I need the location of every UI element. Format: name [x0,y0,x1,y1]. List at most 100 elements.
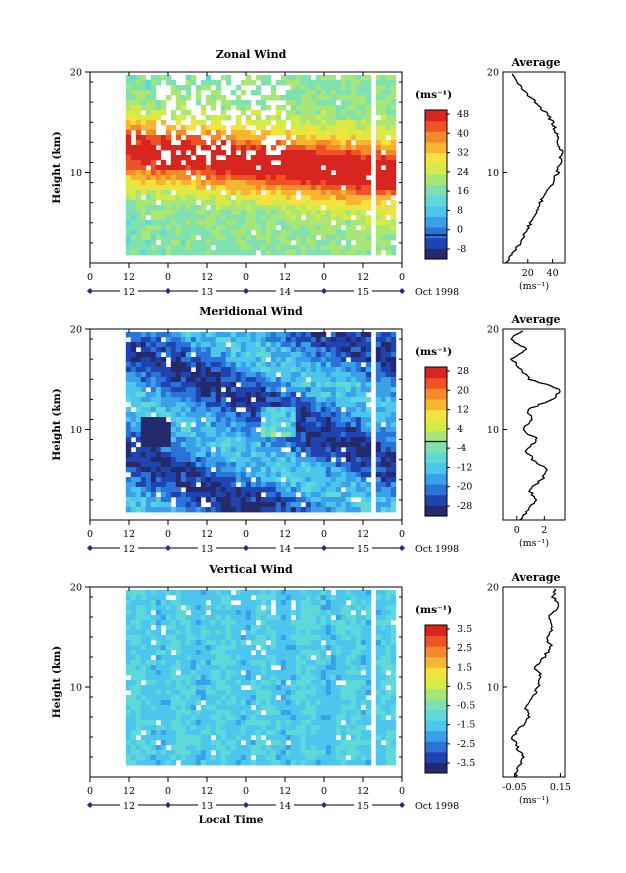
heatmap-cell [345,190,352,196]
heatmap-cell [255,337,262,343]
heatmap-cell [390,372,397,378]
heatmap-cell [170,230,177,236]
heatmap-cell [235,745,242,751]
heatmap-cell [185,472,192,478]
heatmap-cell [380,85,387,91]
heatmap-cell [290,357,297,363]
heatmap-cell [285,80,292,86]
heatmap-cell [245,120,252,126]
heatmap-cell [180,715,187,721]
heatmap-cell [265,725,272,731]
heatmap-cell [340,245,347,251]
heatmap-cell [330,115,337,121]
heatmap-cell [375,362,382,368]
heatmap-cell [355,110,362,116]
heatmap-cell [285,625,292,631]
heatmap-cell [270,700,277,706]
heatmap-cell [135,745,142,751]
heatmap-cell [270,155,277,161]
heatmap-cell [190,240,197,246]
heatmap-cell [140,452,147,458]
heatmap-cell [330,402,337,408]
heatmap-cell [290,690,297,696]
heatmap-cell [375,337,382,343]
heatmap-cell [295,210,302,216]
heatmap-cell [250,245,257,251]
heatmap-cell [270,635,277,641]
heatmap-cell [340,442,347,448]
heatmap-cell [215,422,222,428]
heatmap-cell [330,125,337,131]
heatmap-cell [125,615,132,621]
heatmap-cell [300,725,307,731]
heatmap-cell [160,160,167,166]
heatmap-cell [210,175,217,181]
heatmap-cell [215,115,222,121]
heatmap-cell [255,195,262,201]
heatmap-cell [180,205,187,211]
heatmap-cell [280,730,287,736]
heatmap-cell [240,452,247,458]
heatmap-cell [225,412,232,418]
heatmap-cell [300,160,307,166]
heatmap-cell [280,650,287,656]
heatmap-cell [180,655,187,661]
heatmap-cell [160,670,167,676]
heatmap-cell [310,615,317,621]
heatmap-cell [240,605,247,611]
heatmap-cell [250,655,257,661]
heatmap-cell [285,135,292,141]
heatmap-cell [335,240,342,246]
heatmap-cell [285,730,292,736]
heatmap-cell [215,165,222,171]
heatmap-cell [380,362,387,368]
heatmap-cell [175,367,182,373]
y-tick-label: 20 [70,325,82,336]
heatmap-cell [130,95,137,101]
heatmap-cell [300,417,307,423]
heatmap-cell [175,342,182,348]
heatmap-cell [210,615,217,621]
heatmap-cell [325,382,332,388]
heatmap-cell [190,180,197,186]
heatmap-cell [255,75,262,81]
heatmap-cell [285,705,292,711]
heatmap-cell [375,185,382,191]
heatmap-cell [375,377,382,383]
heatmap-cell [350,462,357,468]
heatmap-cell [190,740,197,746]
heatmap-cell [140,700,147,706]
heatmap-cell [175,675,182,681]
heatmap-cell [190,382,197,388]
heatmap-cell [335,367,342,373]
day-marker [399,545,405,551]
heatmap-cell [225,115,232,121]
heatmap-cell [300,655,307,661]
heatmap-cell [140,85,147,91]
heatmap-cell [335,185,342,191]
heatmap-cell [350,477,357,483]
heatmap-cell [155,175,162,181]
heatmap-cell [160,412,167,418]
heatmap-cell [205,407,212,413]
heatmap-cell [310,240,317,246]
heatmap-cell [310,115,317,121]
heatmap-cell [260,685,267,691]
heatmap-cell [155,635,162,641]
heatmap-cell [165,650,172,656]
heatmap-cell [150,367,157,373]
heatmap-cell [300,422,307,428]
heatmap-cell [330,105,337,111]
heatmap-cell [350,402,357,408]
heatmap-cell [140,100,147,106]
heatmap-cell [145,85,152,91]
heatmap-cell [335,225,342,231]
heatmap-cell [290,645,297,651]
heatmap-cell [175,625,182,631]
heatmap-cell [350,205,357,211]
heatmap-cell [235,220,242,226]
heatmap-cell [220,130,227,136]
heatmap-cell [230,630,237,636]
heatmap-cell [285,695,292,701]
heatmap-cell [155,377,162,383]
